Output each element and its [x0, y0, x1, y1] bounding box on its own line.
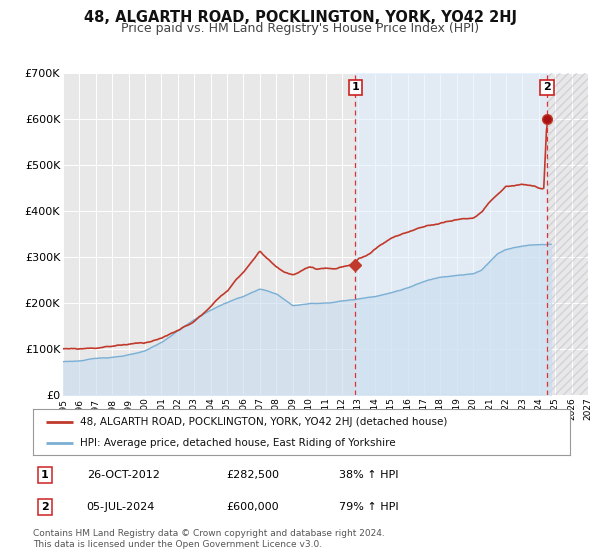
- Text: Contains HM Land Registry data © Crown copyright and database right 2024.
This d: Contains HM Land Registry data © Crown c…: [33, 529, 385, 549]
- Bar: [355, 73, 547, 395]
- Text: 26-OCT-2012: 26-OCT-2012: [87, 470, 160, 480]
- Text: 48, ALGARTH ROAD, POCKLINGTON, YORK, YO42 2HJ: 48, ALGARTH ROAD, POCKLINGTON, YORK, YO4…: [83, 10, 517, 25]
- Bar: [547, 73, 588, 395]
- Text: 2: 2: [41, 502, 49, 512]
- Text: £600,000: £600,000: [226, 502, 279, 512]
- Text: 05-JUL-2024: 05-JUL-2024: [87, 502, 155, 512]
- Text: 48, ALGARTH ROAD, POCKLINGTON, YORK, YO42 2HJ (detached house): 48, ALGARTH ROAD, POCKLINGTON, YORK, YO4…: [80, 417, 448, 427]
- Text: HPI: Average price, detached house, East Riding of Yorkshire: HPI: Average price, detached house, East…: [80, 438, 396, 448]
- Bar: [547, 73, 588, 395]
- Text: £282,500: £282,500: [226, 470, 280, 480]
- Text: 2: 2: [543, 82, 551, 92]
- Text: 1: 1: [352, 82, 359, 92]
- Text: Price paid vs. HM Land Registry's House Price Index (HPI): Price paid vs. HM Land Registry's House …: [121, 22, 479, 35]
- Text: 79% ↑ HPI: 79% ↑ HPI: [339, 502, 399, 512]
- Text: 38% ↑ HPI: 38% ↑ HPI: [339, 470, 398, 480]
- Text: 1: 1: [41, 470, 49, 480]
